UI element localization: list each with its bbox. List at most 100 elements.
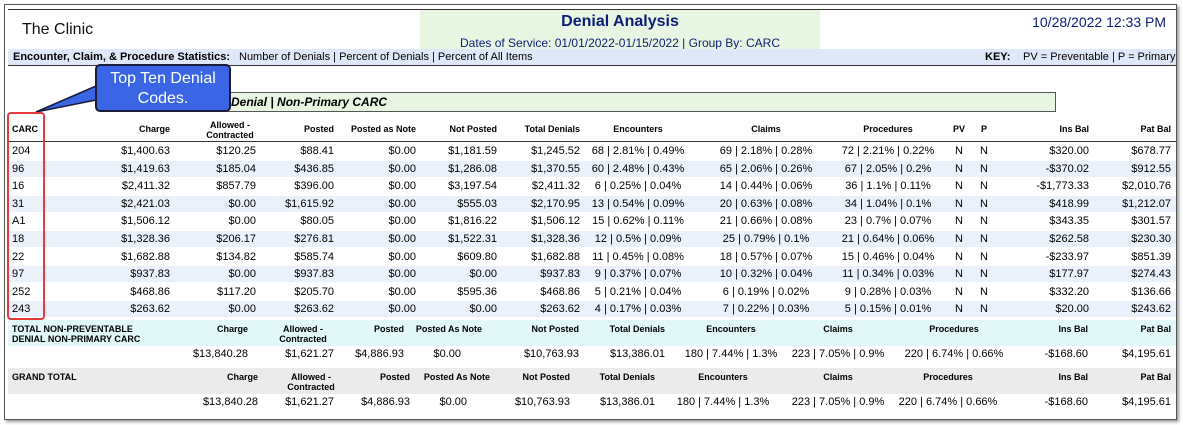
- col-allowed: Allowed - Contracted: [190, 120, 270, 140]
- cell-charge: $1,400.63: [121, 145, 170, 157]
- cell-encounters: 4 | 0.17% | 0.03%: [594, 303, 682, 316]
- cell-p: N: [980, 197, 988, 210]
- cell-not-posted: $3,197.54: [448, 180, 497, 193]
- cell-claims: 69 | 2.18% | 0.28%: [719, 145, 813, 157]
- col-claims: Claims: [751, 124, 781, 134]
- grand-h-pat-bal: Pat Bal: [1140, 372, 1171, 382]
- cell-ins-bal: $20.00: [1055, 303, 1089, 316]
- col-carc: CARC: [12, 124, 38, 134]
- grand-h-encounters: Encounters: [698, 372, 748, 382]
- total-h-charge: Charge: [216, 324, 248, 334]
- cell-total-denials: $1,245.52: [531, 145, 580, 157]
- cell-p: N: [980, 268, 988, 281]
- table-row: 31 $2,421.03 $0.00 $1,615.92 $0.00 $555.03 $2,…: [8, 195, 1176, 212]
- cell-claims: 21 | 0.66% | 0.08%: [719, 215, 813, 228]
- grand-total-header-band: GRAND TOTAL Charge Allowed - Contracted P…: [8, 368, 1176, 394]
- grand-h-posted-note: Posted As Note: [423, 372, 490, 382]
- grand-h-claims: Claims: [823, 372, 853, 382]
- grand-h-allowed-line2: Contracted: [287, 382, 335, 392]
- table-row: 16 $2,411.32 $857.79 $396.00 $0.00 $3,197.54 $…: [8, 178, 1176, 194]
- cell-ins-bal: $418.99: [1049, 197, 1089, 210]
- cell-p: N: [980, 215, 988, 228]
- top-ten-highlight-box: [7, 112, 45, 320]
- col-pv: PV: [952, 124, 965, 134]
- cell-encounters: 15 | 0.62% | 0.11%: [592, 215, 684, 228]
- cell-p: N: [980, 162, 988, 175]
- cell-not-posted: $0.00: [469, 303, 497, 316]
- cell-pat-bal: $243.62: [1131, 303, 1171, 316]
- cell-procedures: 21 | 0.64% | 0.06%: [841, 233, 935, 245]
- cell-charge: $1,506.12: [121, 215, 170, 228]
- col-posted-note: Posted as Note: [350, 124, 416, 134]
- cell-encounters: 6 | 0.25% | 0.04%: [594, 180, 682, 193]
- cell-total-denials: $1,682.88: [531, 250, 580, 263]
- col-pat-bal: Pat Bal: [1140, 124, 1171, 134]
- total-posted-note: $0.00: [433, 348, 461, 360]
- cell-charge: $1,682.88: [121, 250, 170, 263]
- col-not-posted: Not Posted: [449, 124, 497, 134]
- cell-procedures: 9 | 0.28% | 0.03%: [844, 285, 932, 298]
- cell-encounters: 13 | 0.54% | 0.09%: [591, 197, 685, 210]
- total-total-denials: $13,386.01: [609, 348, 665, 360]
- cell-pat-bal: $301.57: [1131, 215, 1171, 228]
- grand-posted-note: $0.00: [439, 396, 467, 408]
- cell-total-denials: $1,370.55: [531, 162, 580, 175]
- cell-pv: N: [955, 197, 963, 210]
- cell-ins-bal: $332.20: [1049, 285, 1089, 298]
- table-row: 97 $937.83 $0.00 $937.83 $0.00 $0.00 $937.83 9 …: [8, 266, 1176, 283]
- cell-charge: $2,411.32: [121, 180, 170, 193]
- cell-pv: N: [955, 215, 963, 228]
- cell-posted-note: $0.00: [388, 215, 416, 228]
- grand-h-posted: Posted: [379, 372, 410, 382]
- col-allowed-line2: Contracted: [206, 130, 254, 140]
- cell-posted-note: $0.00: [388, 250, 416, 263]
- cell-allowed: $857.79: [216, 180, 256, 193]
- section-title: Denial | Non-Primary CARC: [231, 95, 388, 109]
- cell-pat-bal: $136.66: [1131, 285, 1171, 298]
- report-datetime: 10/28/2022 12:33 PM: [1032, 14, 1166, 30]
- total-charge: $13,840.28: [192, 348, 248, 360]
- total-values-row: $13,840.28 $1,621.27 $4,886.93 $0.00 $10…: [8, 345, 1176, 363]
- total-allowed: $1,621.27: [285, 348, 334, 360]
- grand-h-not-posted: Not Posted: [522, 372, 570, 382]
- cell-not-posted: $1,286.08: [448, 162, 497, 175]
- grand-values-row: $13,840.28 $1,621.27 $4,886.93 $0.00 $10…: [8, 393, 1176, 411]
- grand-posted: $4,886.93: [361, 396, 410, 408]
- cell-not-posted: $555.03: [457, 197, 497, 210]
- cell-posted: $276.81: [294, 233, 334, 245]
- table-row: 204 $1,400.63 $120.25 $88.41 $0.00 $1,181.59 $…: [8, 143, 1176, 159]
- section-header: Denial | Non-Primary CARC: [224, 92, 1056, 112]
- cell-posted: $436.85: [294, 162, 334, 175]
- cell-p: N: [980, 303, 988, 316]
- cell-claims: 10 | 0.32% | 0.04%: [719, 268, 813, 281]
- cell-ins-bal: $262.58: [1049, 233, 1089, 245]
- cell-carc: 22: [12, 250, 25, 263]
- cell-carc: 96: [12, 162, 25, 175]
- callout-line2: Codes.: [137, 90, 189, 107]
- cell-claims: 65 | 2.06% | 0.26%: [719, 162, 813, 175]
- callout-top-ten-denial-codes: Top Ten Denial Codes.: [95, 64, 231, 112]
- cell-pv: N: [955, 250, 963, 263]
- cell-total-denials: $2,170.95: [531, 197, 580, 210]
- clinic-name: The Clinic: [22, 21, 94, 38]
- cell-pv: N: [955, 285, 963, 298]
- cell-allowed: $0.00: [228, 197, 256, 210]
- cell-posted-note: $0.00: [388, 197, 416, 210]
- grand-encounters: 180 | 7.44% | 1.3%: [676, 396, 770, 408]
- cell-charge: $1,328.36: [121, 233, 170, 245]
- grand-h-allowed: Allowed - Contracted: [271, 372, 351, 392]
- table-row: 96 $1,419.63 $185.04 $436.85 $0.00 $1,286.08 $…: [8, 160, 1176, 177]
- table-header-row: CARC Charge Allowed - Contracted Posted P…: [8, 118, 1176, 142]
- cell-claims: 18 | 0.57% | 0.07%: [719, 250, 813, 263]
- cell-total-denials: $937.83: [540, 268, 580, 281]
- cell-not-posted: $1,522.31: [448, 233, 497, 245]
- cell-posted-note: $0.00: [388, 180, 416, 193]
- cell-pv: N: [955, 233, 963, 245]
- col-ins-bal: Ins Bal: [1059, 124, 1089, 134]
- cell-posted: $88.41: [300, 145, 334, 157]
- stats-label: Encounter, Claim, & Procedure Statistics…: [13, 51, 231, 63]
- cell-procedures: 5 | 0.15% | 0.01%: [844, 303, 932, 316]
- cell-carc: 252: [12, 285, 31, 298]
- total-header-band: TOTAL NON-PREVENTABLE DENIAL NON-PRIMARY …: [8, 320, 1176, 346]
- table-row: 22 $1,682.88 $134.82 $585.74 $0.00 $609.80 $1,…: [8, 249, 1176, 265]
